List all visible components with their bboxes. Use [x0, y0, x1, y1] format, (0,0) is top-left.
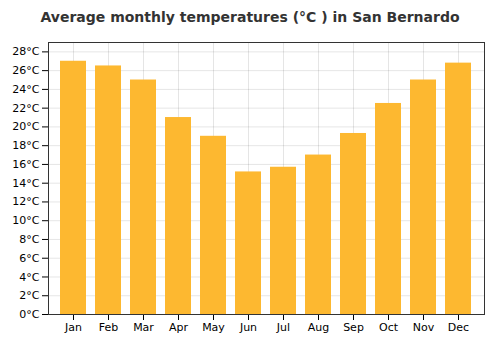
svg-text:May: May	[202, 321, 225, 334]
svg-text:8°C: 8°C	[19, 233, 39, 246]
svg-text:18°C: 18°C	[12, 139, 39, 152]
svg-text:Jul: Jul	[276, 321, 290, 334]
svg-text:2°C: 2°C	[19, 289, 39, 302]
svg-text:12°C: 12°C	[12, 195, 39, 208]
svg-text:Jan: Jan	[64, 321, 82, 334]
svg-text:Oct: Oct	[379, 321, 399, 334]
svg-text:26°C: 26°C	[12, 64, 39, 77]
svg-text:Apr: Apr	[169, 321, 189, 334]
svg-text:Sep: Sep	[343, 321, 364, 334]
svg-text:Mar: Mar	[133, 321, 154, 334]
svg-text:22°C: 22°C	[12, 102, 39, 115]
svg-text:28°C: 28°C	[12, 45, 39, 58]
svg-text:Feb: Feb	[99, 321, 118, 334]
svg-text:0°C: 0°C	[19, 308, 39, 321]
svg-text:Nov: Nov	[413, 321, 435, 334]
svg-text:10°C: 10°C	[12, 214, 39, 227]
svg-text:24°C: 24°C	[12, 83, 39, 96]
html-text:Average monthly temperatures (: Average monthly temperatures (°C ) in Sa…	[40, 9, 460, 25]
svg-text:6°C: 6°C	[19, 252, 39, 265]
svg-text:14°C: 14°C	[12, 177, 39, 190]
svg-text:Dec: Dec	[448, 321, 469, 334]
svg-text:4°C: 4°C	[19, 271, 39, 284]
svg-text:Aug: Aug	[308, 321, 329, 334]
svg-text:Jun: Jun	[239, 321, 257, 334]
svg-text:16°C: 16°C	[12, 158, 39, 171]
svg-text:20°C: 20°C	[12, 120, 39, 133]
